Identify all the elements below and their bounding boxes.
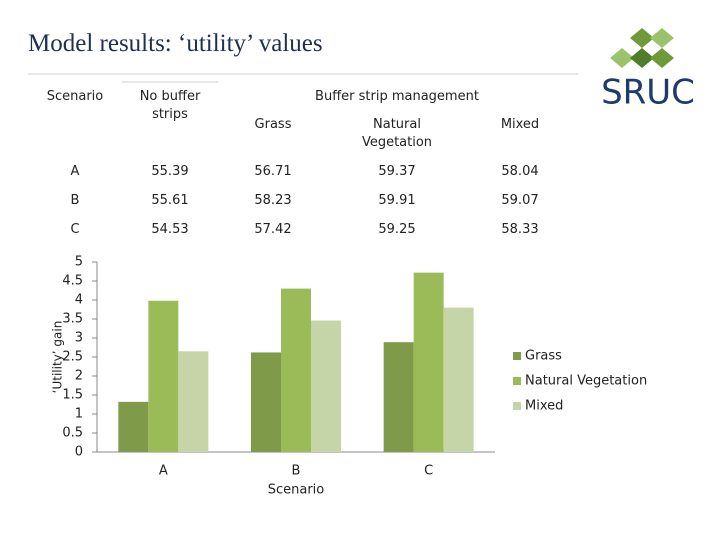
bar xyxy=(118,401,149,452)
bar xyxy=(281,288,311,452)
legend-swatch xyxy=(513,352,521,360)
table-cell: 56.71 xyxy=(254,164,292,179)
title: Model results: ‘utility’ values xyxy=(28,30,323,57)
bar xyxy=(443,307,474,452)
table-cell: 59.07 xyxy=(501,193,539,208)
table-header: No buffer strips xyxy=(139,89,201,122)
x-tick-label: A xyxy=(159,464,168,479)
x-tick-label: C xyxy=(424,464,433,479)
bar xyxy=(413,272,444,452)
table-cell: A xyxy=(70,164,80,179)
bar xyxy=(383,342,414,452)
table-cell: 59.25 xyxy=(378,222,416,237)
table-cell: 59.91 xyxy=(378,193,416,208)
table-cell: 59.37 xyxy=(378,164,416,179)
table-header: Scenario xyxy=(46,89,104,104)
y-tick-label: 5 xyxy=(75,255,83,270)
bar xyxy=(178,351,209,452)
y-tick-label: 1 xyxy=(75,407,83,422)
legend-label: Grass xyxy=(525,349,562,364)
table-header: Grass xyxy=(254,117,292,132)
legend-label: Natural Vegetation xyxy=(525,374,647,389)
legend-swatch xyxy=(513,402,521,410)
legend-label: Mixed xyxy=(525,399,563,414)
bar xyxy=(311,320,341,452)
table-cell: 58.33 xyxy=(501,222,539,237)
y-tick-label: 1.5 xyxy=(62,388,83,403)
table-cell: 57.42 xyxy=(254,222,292,237)
y-tick-label: 0 xyxy=(75,445,83,460)
logo-text: SRUC xyxy=(601,73,695,113)
y-tick-label: 2 xyxy=(75,369,83,384)
y-axis-label: ‘Utility’ gain xyxy=(51,321,65,394)
table-header: Mixed xyxy=(500,117,540,132)
bar xyxy=(148,300,179,452)
y-tick-label: 3.5 xyxy=(62,312,83,327)
table-cell: 55.61 xyxy=(151,193,189,208)
table-cell: 54.53 xyxy=(151,222,189,237)
legend-swatch xyxy=(513,377,521,385)
y-tick-label: 2.5 xyxy=(62,350,83,365)
x-tick-label: B xyxy=(292,464,301,479)
bar xyxy=(251,352,281,452)
table-cell: C xyxy=(70,222,80,237)
y-tick-label: 4 xyxy=(75,293,83,308)
table-cell: 55.39 xyxy=(151,164,189,179)
table-header: Buffer strip management xyxy=(315,89,479,104)
table-cell: 58.23 xyxy=(254,193,292,208)
logo-mark xyxy=(610,28,674,68)
y-tick-label: 3 xyxy=(75,331,83,346)
y-tick-label: 4.5 xyxy=(62,274,83,289)
x-axis-label: Scenario xyxy=(268,483,325,498)
table-header: Natural Vegetation xyxy=(361,117,433,150)
table-cell: 58.04 xyxy=(501,164,539,179)
table-cell: B xyxy=(70,193,80,208)
y-tick-label: 0.5 xyxy=(62,426,83,441)
